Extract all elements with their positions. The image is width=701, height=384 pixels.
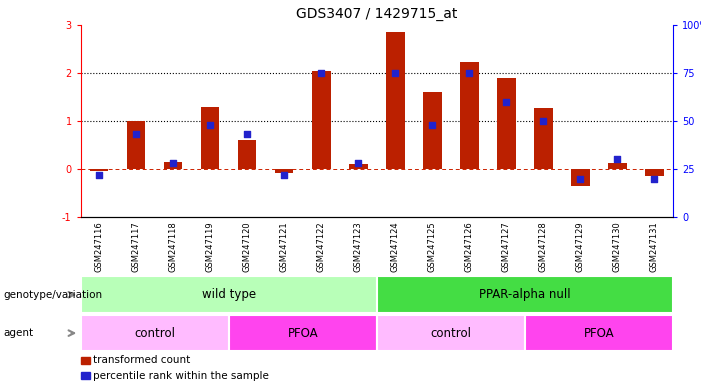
Text: genotype/variation: genotype/variation	[4, 290, 102, 300]
Bar	[90, 169, 109, 171]
Bar	[571, 169, 590, 186]
Text: GSM247122: GSM247122	[317, 222, 326, 272]
Bar	[275, 169, 294, 173]
Bar	[229, 315, 377, 351]
Point	[353, 160, 364, 166]
Text: transformed count: transformed count	[93, 355, 191, 365]
Bar	[201, 107, 219, 169]
Bar	[525, 315, 673, 351]
Text: PPAR-alpha null: PPAR-alpha null	[479, 288, 571, 301]
Text: GSM247116: GSM247116	[95, 222, 104, 272]
Bar	[377, 315, 525, 351]
Bar	[238, 140, 257, 169]
Text: GSM247119: GSM247119	[205, 222, 215, 272]
Text: PFOA: PFOA	[287, 327, 318, 339]
Bar	[534, 108, 552, 169]
Bar	[386, 32, 404, 169]
Bar	[423, 92, 442, 169]
Text: percentile rank within the sample: percentile rank within the sample	[93, 371, 269, 381]
Bar	[608, 163, 627, 169]
Point	[612, 156, 623, 162]
Text: control: control	[134, 327, 175, 339]
Text: agent: agent	[4, 328, 34, 338]
Text: GSM247126: GSM247126	[465, 222, 474, 272]
Bar	[497, 78, 516, 169]
Bar	[127, 121, 145, 169]
Text: GSM247130: GSM247130	[613, 222, 622, 272]
Text: GSM247124: GSM247124	[390, 222, 400, 272]
Point	[390, 70, 401, 76]
Point	[130, 131, 142, 137]
Point	[464, 70, 475, 76]
Bar	[81, 315, 229, 351]
Text: GSM247121: GSM247121	[280, 222, 289, 272]
Text: GSM247118: GSM247118	[169, 222, 177, 272]
Bar	[312, 71, 330, 169]
Text: GSM247123: GSM247123	[354, 222, 363, 272]
Point	[501, 99, 512, 105]
Bar	[349, 164, 367, 169]
Bar	[377, 276, 673, 313]
Bar	[460, 63, 479, 169]
Point	[315, 70, 327, 76]
Point	[427, 122, 438, 128]
Point	[649, 175, 660, 182]
Bar	[164, 162, 182, 169]
Text: wild type: wild type	[202, 288, 256, 301]
Text: GSM247129: GSM247129	[576, 222, 585, 272]
Text: GSM247117: GSM247117	[132, 222, 141, 272]
Text: GSM247127: GSM247127	[502, 222, 511, 272]
Point	[575, 175, 586, 182]
Title: GDS3407 / 1429715_at: GDS3407 / 1429715_at	[296, 7, 458, 21]
Text: GSM247131: GSM247131	[650, 222, 659, 272]
Text: control: control	[430, 327, 471, 339]
Point	[538, 118, 549, 124]
Text: GSM247125: GSM247125	[428, 222, 437, 272]
Text: GSM247128: GSM247128	[539, 222, 548, 272]
Point	[242, 131, 253, 137]
Point	[205, 122, 216, 128]
Text: GSM247120: GSM247120	[243, 222, 252, 272]
Point	[168, 160, 179, 166]
Point	[278, 172, 290, 178]
Bar	[81, 276, 377, 313]
Bar	[645, 169, 664, 176]
Text: PFOA: PFOA	[584, 327, 614, 339]
Point	[93, 172, 104, 178]
